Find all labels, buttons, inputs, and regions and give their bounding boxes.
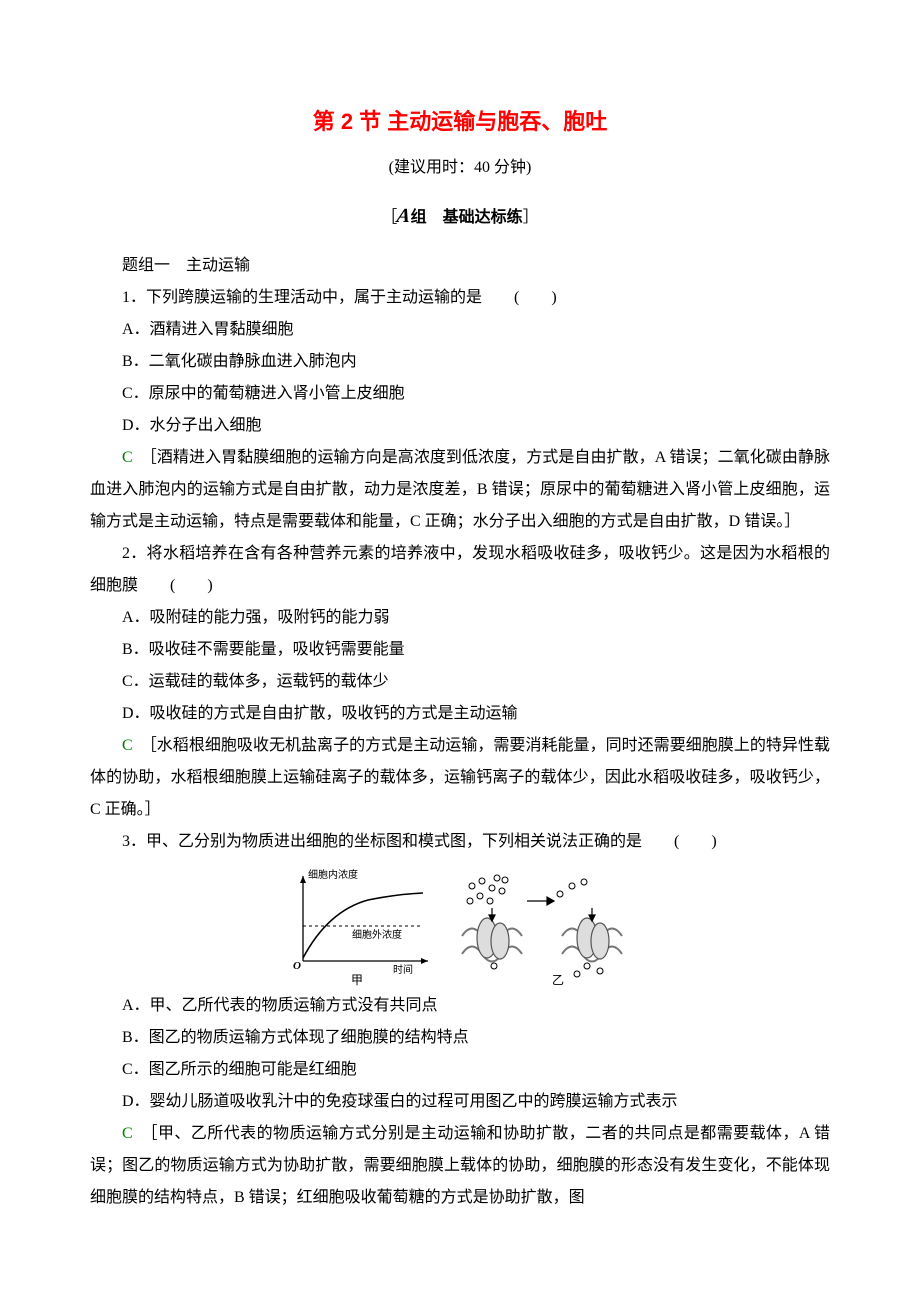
q3-answer-text: ［甲、乙所代表的物质运输方式分别是主动运输和协助扩散，二者的共同点是都需要载体，…	[90, 1125, 830, 1206]
q3-answer-letter: C	[122, 1125, 133, 1142]
yi-membrane-right	[562, 918, 622, 962]
q3-stem: 3．甲、乙分别为物质进出细胞的坐标图和模式图，下列相关说法正确的是 ( )	[90, 826, 830, 858]
q3-opt-b: B．图乙的物质运输方式体现了细胞膜的结构特点	[90, 1022, 830, 1054]
group-label-2: 基础达标练	[443, 209, 523, 226]
page: 第 2 节 主动运输与胞吞、胞吐 (建议用时：40 分钟) ［A组 基础达标练］…	[0, 0, 920, 1274]
q2-opt-a: A．吸附硅的能力强，吸附钙的能力弱	[90, 602, 830, 634]
q1-opt-b: B．二氧化碳由静脉血进入肺泡内	[90, 346, 830, 378]
q1-opt-d: D．水分子出入细胞	[90, 410, 830, 442]
q2-answer-letter: C	[122, 737, 133, 754]
q1-opt-a: A．酒精进入胃黏膜细胞	[90, 314, 830, 346]
q1-answer-letter: C	[122, 449, 133, 466]
q2-answer-text: ［水稻根细胞吸收无机盐离子的方式是主动运输，需要消耗能量，同时还需要细胞膜上的特…	[90, 737, 830, 818]
group-header: ［A组 基础达标练］	[90, 196, 830, 236]
chapter-title: 第 2 节 主动运输与胞吞、胞吐	[90, 100, 830, 144]
q3-opt-a: A．甲、乙所代表的物质运输方式没有共同点	[90, 990, 830, 1022]
q3-answer: C ［甲、乙所代表的物质运输方式分别是主动运输和协助扩散，二者的共同点是都需要载…	[90, 1118, 830, 1214]
q2-opt-c: C．运载硅的载体多，运载钙的载体少	[90, 666, 830, 698]
jia-origin: O	[293, 960, 301, 972]
q2-answer: C ［水稻根细胞吸收无机盐离子的方式是主动运输，需要消耗能量，同时还需要细胞膜上…	[90, 730, 830, 826]
jia-xlabel: 时间	[393, 963, 413, 976]
q2-opt-d: D．吸收硅的方式是自由扩散，吸收钙的方式是主动运输	[90, 698, 830, 730]
yi-membrane-left	[462, 918, 522, 962]
time-hint: (建议用时：40 分钟)	[90, 152, 830, 184]
diagram-row: 细胞内浓度 细胞外浓度 O 时间 甲	[90, 866, 830, 986]
jia-ylabel: 细胞内浓度	[308, 868, 358, 881]
bracket-close: ］	[523, 209, 539, 226]
yi-molecules-top	[467, 875, 587, 904]
jia-midlabel: 细胞外浓度	[352, 928, 402, 941]
group-label-1: 组	[411, 209, 427, 226]
diagram-jia: 细胞内浓度 细胞外浓度 O 时间 甲	[278, 866, 438, 986]
diagram-yi: 乙	[442, 866, 642, 986]
yi-arrows	[489, 897, 595, 921]
section-group: 题组一 主动运输	[90, 250, 830, 282]
q3-opt-c: C．图乙所示的细胞可能是红细胞	[90, 1054, 830, 1086]
q2-opt-b: B．吸收硅不需要能量，吸收钙需要能量	[90, 634, 830, 666]
q1-stem: 1．下列跨膜运输的生理活动中，属于主动运输的是 ( )	[90, 282, 830, 314]
q3-opt-d: D．婴幼儿肠道吸收乳汁中的免疫球蛋白的过程可用图乙中的跨膜运输方式表示	[90, 1086, 830, 1118]
jia-caption: 甲	[351, 973, 363, 986]
q1-opt-c: C．原尿中的葡萄糖进入肾小管上皮细胞	[90, 378, 830, 410]
q1-answer: C ［酒精进入胃黏膜细胞的运输方向是高浓度到低浓度，方式是自由扩散，A 错误；二…	[90, 442, 830, 538]
q1-answer-text: ［酒精进入胃黏膜细胞的运输方向是高浓度到低浓度，方式是自由扩散，A 错误；二氧化…	[90, 449, 830, 530]
yi-caption: 乙	[552, 973, 564, 986]
yi-molecules-bottom	[491, 963, 603, 977]
q2-stem: 2．将水稻培养在含有各种营养元素的培养液中，发现水稻吸收硅多，吸收钙少。这是因为…	[90, 538, 830, 602]
